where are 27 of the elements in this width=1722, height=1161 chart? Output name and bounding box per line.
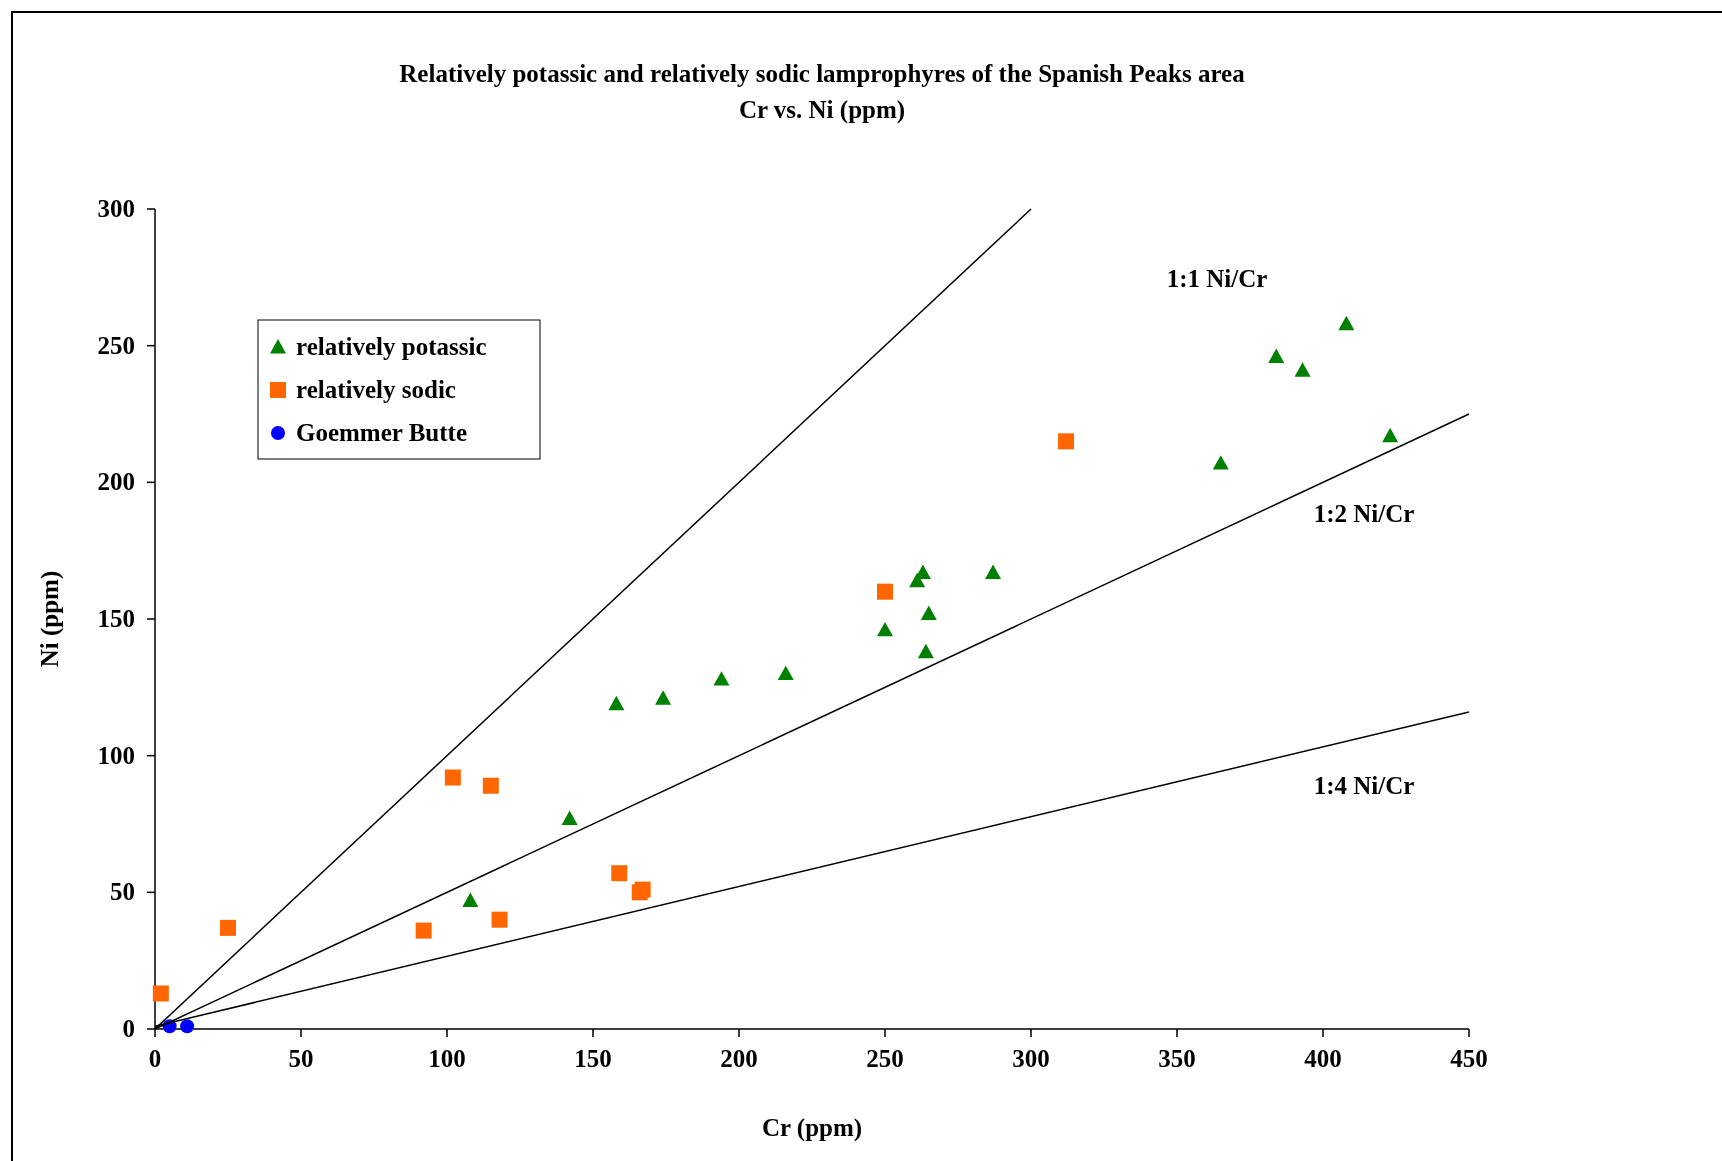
x-tick-label: 250 [866, 1045, 904, 1072]
y-tick-label: 50 [110, 878, 135, 906]
y-tick-label: 250 [97, 331, 135, 359]
x-tick-label: 400 [1304, 1045, 1342, 1072]
chart-subtitle: Cr vs. Ni (ppm) [738, 96, 906, 124]
annotation: 1:4 Ni/Cr [1313, 771, 1415, 799]
x-tick-label: 0 [148, 1045, 162, 1072]
y-tick-label: 200 [97, 468, 135, 496]
annotation: 1:1 Ni/Cr [1166, 265, 1268, 292]
x-tick-label: 200 [720, 1045, 758, 1072]
y-tick-label: 100 [97, 741, 135, 769]
x-tick-label: 150 [574, 1045, 612, 1072]
x-tick-label: 350 [1158, 1045, 1196, 1072]
y-axis-title: Ni (ppm) [36, 570, 64, 668]
legend-label: relatively potassic [296, 333, 487, 360]
chart-title: Relatively potassic and relatively sodic lamprophyres of the Spanish Peaks area [399, 60, 1246, 87]
y-tick-label: 150 [97, 605, 135, 632]
legend-label: Goemmer Butte [296, 419, 468, 446]
x-tick-label: 300 [1012, 1045, 1050, 1072]
x-tick-label: 50 [288, 1045, 314, 1072]
annotation: 1:2 Ni/Cr [1313, 500, 1415, 527]
x-tick-label: 100 [428, 1045, 466, 1072]
legend-label: relatively sodic [296, 376, 456, 403]
y-tick-label: 0 [122, 1015, 135, 1042]
x-tick-label: 450 [1450, 1045, 1488, 1072]
y-tick-label: 300 [97, 195, 135, 222]
x-axis-title: Cr (ppm) [761, 1114, 863, 1142]
